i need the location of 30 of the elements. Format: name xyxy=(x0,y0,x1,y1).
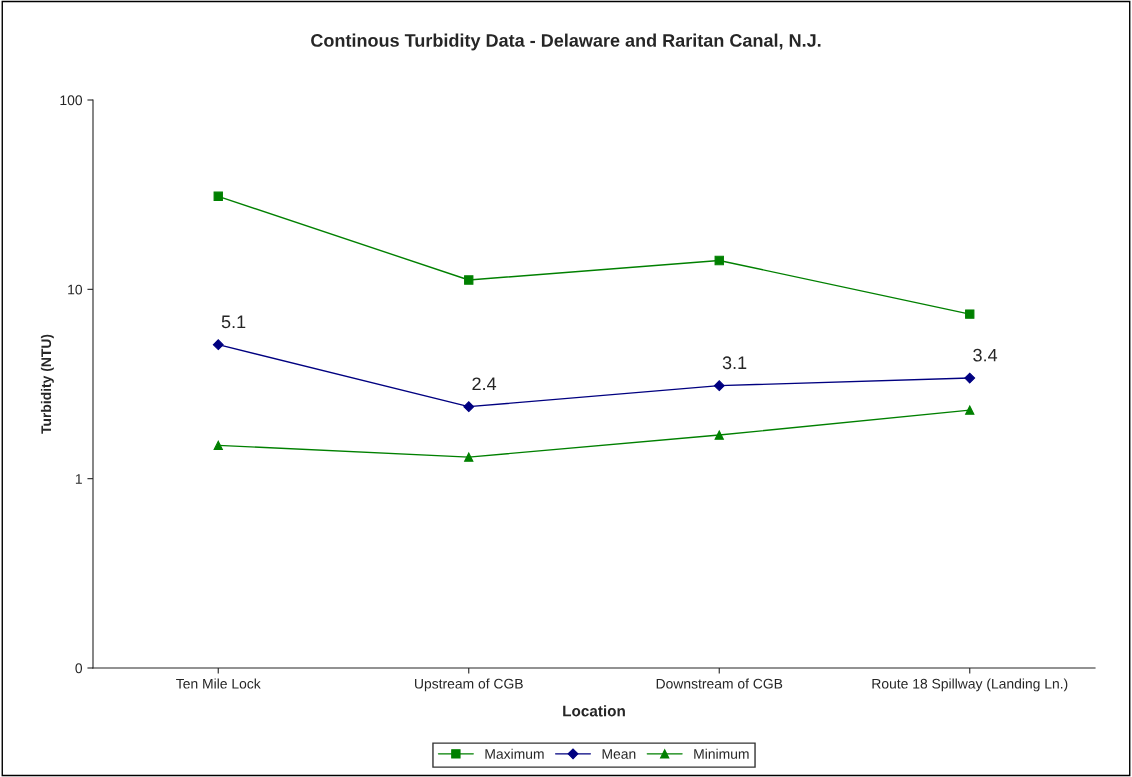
data-label: 3.4 xyxy=(973,348,998,362)
x-tick-label: Route 18 Spillway (Landing Ln.) xyxy=(872,678,1068,692)
point xyxy=(714,430,724,440)
point xyxy=(713,380,725,392)
y-tick-label: 100 xyxy=(60,95,83,106)
point xyxy=(464,275,474,285)
x-tick-label: Upstream of CGB xyxy=(415,678,523,692)
x-tick-label: Ten Mile Lock xyxy=(176,678,261,689)
point xyxy=(213,440,223,451)
point xyxy=(965,309,975,319)
y-tick-label: 1 xyxy=(75,474,82,484)
data-label: 5.1 xyxy=(221,315,246,329)
point xyxy=(213,191,223,201)
legend-label: Minimum xyxy=(694,748,749,759)
point xyxy=(212,339,224,351)
legend-label: Maximum xyxy=(485,748,544,759)
legend-label: Mean xyxy=(602,749,636,759)
y-axis-title: Turbidity (NTU) xyxy=(40,334,54,434)
point xyxy=(964,372,976,384)
x-tick-label: Downstream of CGB xyxy=(656,678,783,689)
point xyxy=(714,255,724,266)
y-tick-label: 10 xyxy=(68,284,83,295)
x-axis-title: Location xyxy=(563,705,625,717)
point xyxy=(463,401,475,413)
point xyxy=(965,405,975,415)
chart-title: Continous Turbidity Data - Delaware and Raritan Canal, N.J. xyxy=(311,33,821,51)
y-tick-label: 0 xyxy=(75,663,83,674)
data-label: 3.1 xyxy=(722,356,747,370)
point xyxy=(464,452,474,462)
data-label: 2.4 xyxy=(472,377,497,391)
